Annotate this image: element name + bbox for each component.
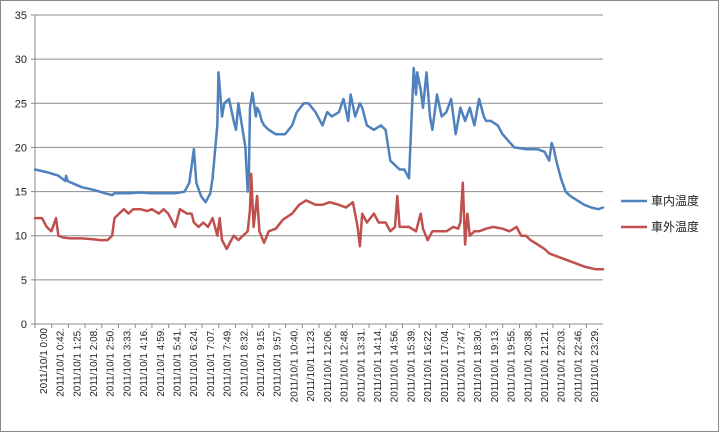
x-tick-label: 2011/10/1 22:03.	[557, 328, 568, 402]
x-tick-label: 2011/10/1 8:32.	[239, 328, 250, 397]
x-tick-label: 2011/10/1 2:50.	[106, 328, 117, 397]
y-tick-label: 15	[15, 187, 27, 199]
x-tick-label: 2011/10/1 15:39.	[406, 328, 417, 402]
x-tick-label: 2011/10/1 19:13.	[490, 328, 501, 402]
x-tick-label: 2011/10/1 0:42.	[56, 328, 67, 397]
x-tick-label: 2011/10/1 6:24.	[189, 328, 200, 397]
x-tick-label: 2011/10/1 23:29.	[590, 328, 601, 402]
legend-label: 車内温度	[651, 193, 699, 208]
y-tick-label: 30	[15, 54, 27, 66]
x-tick-label: 2011/10/1 17:47.	[457, 328, 468, 402]
x-tick-label: 2011/10/1 0:00	[39, 328, 50, 394]
y-tick-label: 25	[15, 98, 27, 110]
y-tick-label: 0	[21, 319, 27, 331]
x-tick-label: 2011/10/1 3:33.	[122, 328, 133, 397]
series-line-outside-temp	[33, 172, 605, 271]
x-tick-label: 2011/10/1 9:57.	[273, 328, 284, 397]
x-tick-label: 2011/10/1 4:59.	[156, 328, 167, 397]
x-tick-label: 2011/10/1 17:04.	[440, 328, 451, 402]
legend-label: 車外温度	[651, 219, 699, 234]
x-tick-label: 2011/10/1 19:55.	[507, 328, 518, 402]
x-tick-label: 2011/10/1 7:07.	[206, 328, 217, 397]
x-tick-label: 2011/10/1 21:21.	[540, 328, 551, 402]
x-tick-label: 2011/10/1 7:49.	[223, 328, 234, 397]
x-tick-label: 2011/10/1 5:41.	[173, 328, 184, 397]
x-tick-label: 2011/10/1 16:22.	[423, 328, 434, 402]
x-tick-label: 2011/10/1 9:15.	[256, 328, 267, 397]
x-tick-label: 2011/10/1 1:25.	[72, 328, 83, 397]
axes: 0 5 10 15 20 25 30 35 2011/10/1 0:00 2011/10/1 0:…	[15, 10, 601, 402]
gridlines	[35, 14, 603, 325]
x-tick-label: 2011/10/1 12:48.	[340, 328, 351, 402]
x-tick-label: 2011/10/1 10:40.	[289, 328, 300, 402]
x-tick-label: 2011/10/1 13:31.	[356, 328, 367, 402]
x-tick-label: 2011/10/1 18:30.	[473, 328, 484, 402]
x-tick-label: 2011/10/1 14:56.	[390, 328, 401, 402]
series-lines	[33, 66, 605, 271]
x-tick-label: 2011/10/1 20:38.	[523, 328, 534, 402]
y-tick-label: 10	[15, 231, 27, 243]
series-line-inside-temp	[33, 66, 605, 211]
y-tick-label: 35	[15, 10, 27, 22]
x-tick-label: 2011/10/1 22:46.	[573, 328, 584, 402]
x-tick-label: 2011/10/1 2:08.	[89, 328, 100, 397]
x-tick-label: 2011/10/1 4:16.	[139, 328, 150, 397]
y-tick-label: 5	[21, 275, 27, 287]
y-tick-label: 20	[15, 142, 27, 154]
x-tick-label: 2011/10/1 11:23.	[306, 328, 317, 402]
x-tick-label: 2011/10/1 14:14.	[373, 328, 384, 402]
x-tick-label: 2011/10/1 12:06.	[323, 328, 334, 402]
